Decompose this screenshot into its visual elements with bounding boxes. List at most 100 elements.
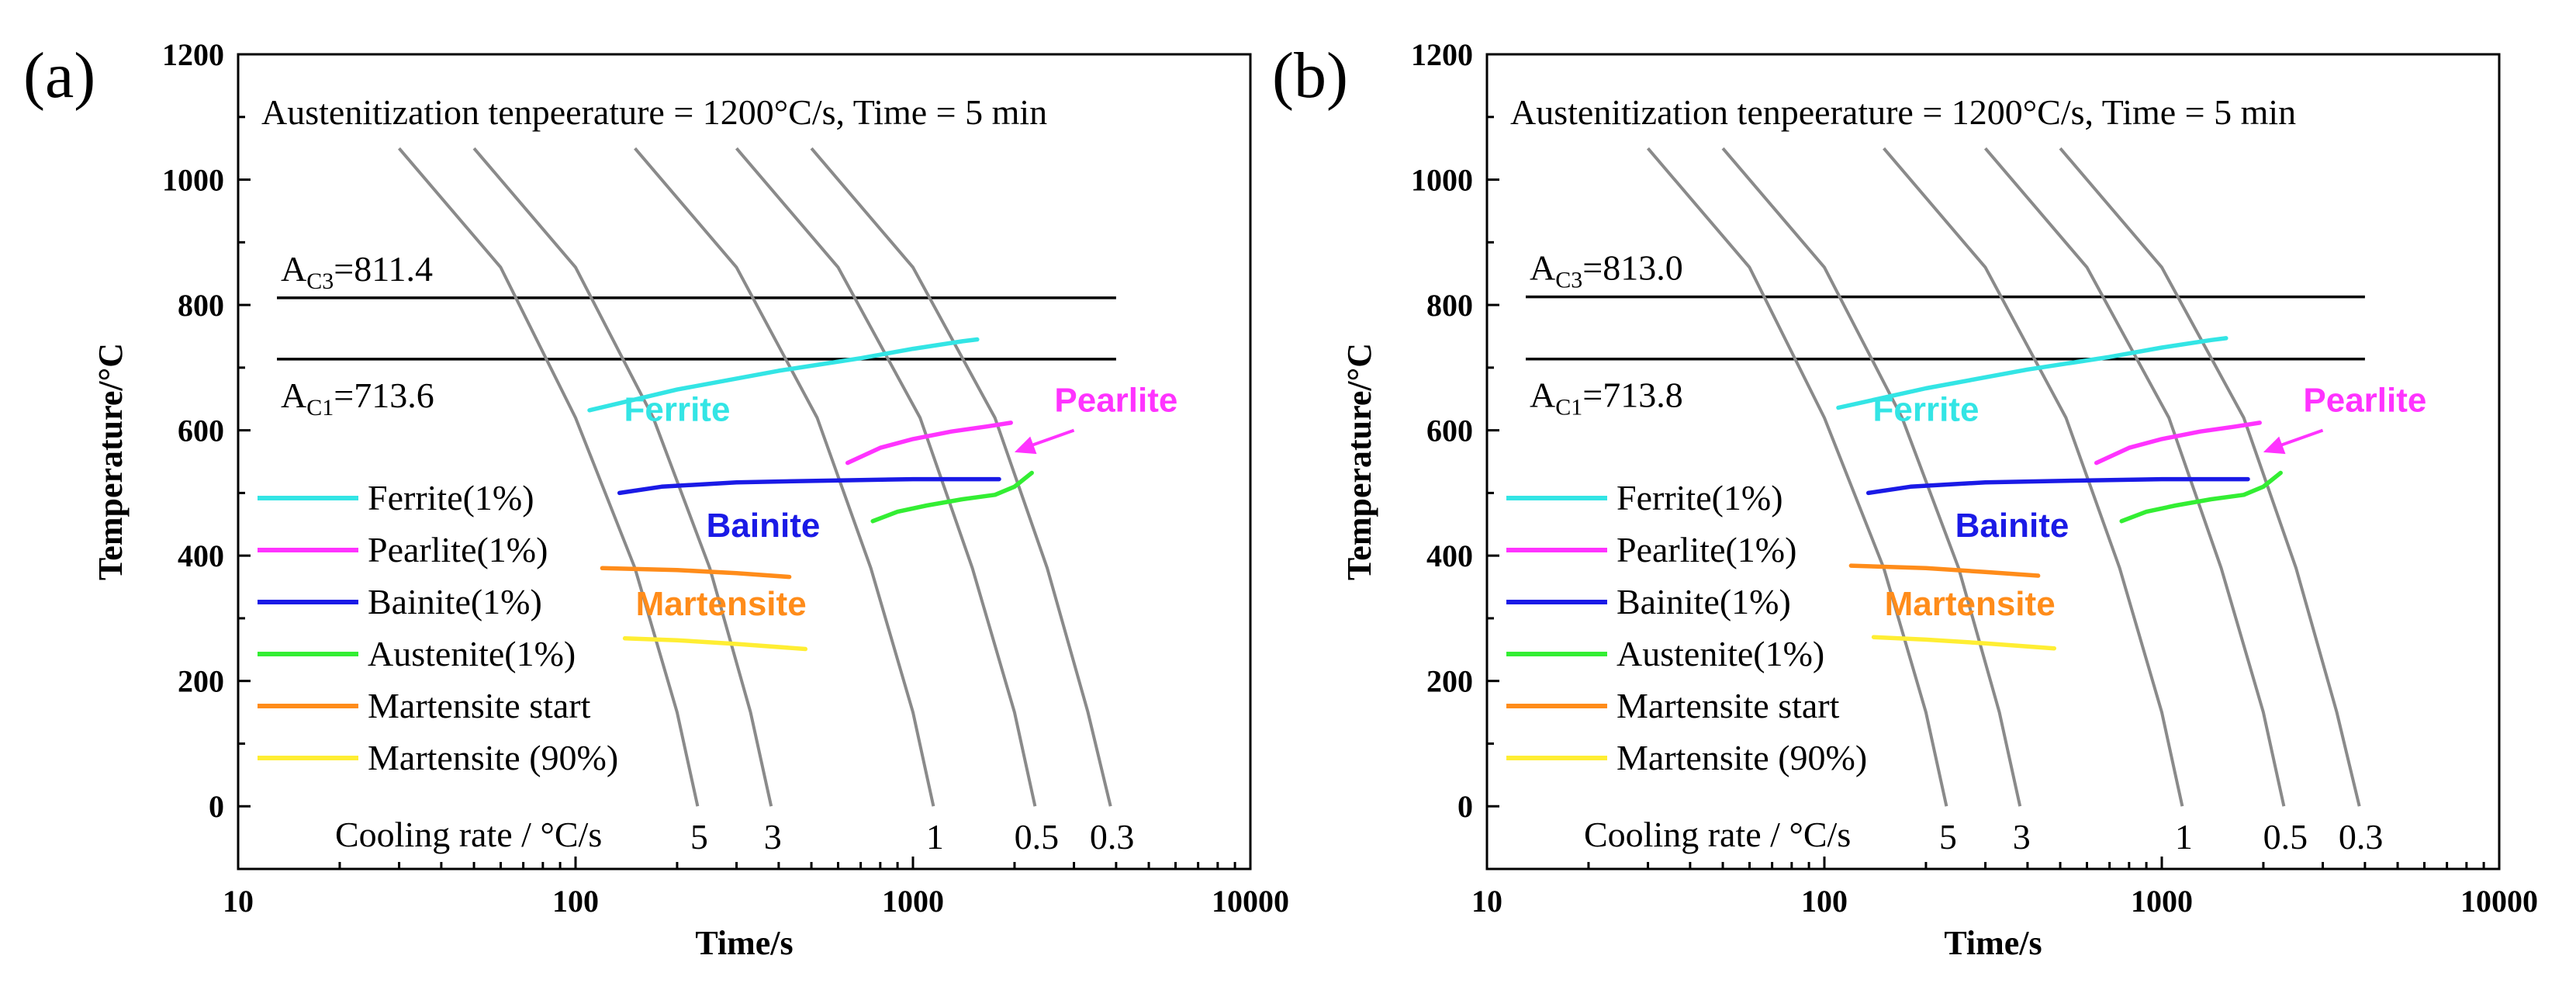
chart-title: Austenitization tenpeeraturе = 1200°C/s,… (261, 92, 1047, 132)
legend-entry-1: Pearlite(1%) (1616, 530, 1796, 569)
cooling-rate-title: Cooling rate / °C/s (335, 815, 602, 854)
y-tick-label: 200 (1426, 664, 1473, 699)
legend-entry-4: Martensite start (1616, 686, 1840, 725)
cooling-rate-label: 0.3 (1090, 817, 1135, 857)
y-tick-label: 600 (1426, 414, 1473, 448)
cooling-rate-label: 0.5 (2263, 817, 2308, 857)
ac1-main: A (1530, 376, 1555, 415)
phase-label-bainite: Bainite (707, 507, 821, 545)
legend-entry-1: Pearlite(1%) (368, 530, 548, 569)
ac3-label: AC3=813.0 (1530, 248, 1683, 293)
cooling-rate-label: 1 (2175, 817, 2193, 857)
cooling-rate-label: 1 (926, 817, 944, 857)
cooling-curve-0_3 (810, 147, 1112, 807)
cooling-rate-title: Cooling rate / °C/s (1584, 815, 1851, 854)
x-tick-label: 100 (1801, 884, 1848, 919)
chart-panel-b: (b) 10 100 1000 10000 0 200 400 600 800 1000 1200 Ti… (1272, 37, 2538, 962)
plot-frame (237, 53, 1252, 871)
pearlite-arrow-head (2263, 436, 2286, 455)
chart-panel-a: (a) 10 100 1000 10000 0 200 400 600 800 1000 1200 Ti… (23, 37, 1289, 962)
legend-entry-5: Martensite (90%) (368, 738, 618, 777)
panel-label: (b) (1272, 40, 1348, 112)
cooling-curve-0_5 (735, 147, 1037, 807)
ac3-value: =813.0 (1582, 248, 1682, 288)
ac3-value: =811.4 (334, 249, 433, 289)
phase-label-pearlite: Pearlite (1054, 381, 1177, 419)
x-tick-label: 1000 (882, 884, 944, 919)
cooling-curve-0_3 (2059, 147, 2361, 807)
legend-entry-5: Martensite (90%) (1616, 738, 1867, 777)
ac1-sub: C1 (1555, 395, 1582, 421)
legend: Ferrite(1%) Pearlite(1%) Bainite(1%) Austen… (258, 478, 618, 777)
legend-entry-2: Bainite(1%) (368, 582, 542, 621)
ac3-main: A (281, 249, 306, 289)
ac3-label: AC3=811.4 (281, 249, 433, 294)
cooling-curve-1 (1883, 147, 2184, 807)
legend: Ferrite(1%) Pearlite(1%) Bainite(1%) Austen… (1506, 478, 1867, 777)
y-tick-label: 800 (178, 288, 224, 323)
chart-title: Austenitization tenpeeraturе = 1200°C/s,… (1510, 92, 2296, 132)
y-tick-label: 600 (178, 414, 224, 448)
x-tick-label: 10000 (1212, 884, 1289, 919)
ac3-sub: C3 (1555, 268, 1582, 293)
legend-entry-2: Bainite(1%) (1616, 582, 1791, 621)
legend-entry-0: Ferrite(1%) (368, 478, 534, 517)
y-tick-label: 800 (1426, 288, 1473, 323)
series-line-1 (2094, 421, 2262, 466)
legend-entry-4: Martensite start (368, 686, 591, 725)
phase-label-ferrite: Ferrite (1872, 391, 1979, 429)
pearlite-arrow-shaft (2273, 428, 2324, 449)
cooling-curve-5 (397, 147, 700, 807)
cooling-curve-5 (1646, 147, 1948, 807)
ac1-main: A (281, 376, 306, 415)
cooling-rate-label: 5 (690, 817, 708, 857)
x-tick-label: 10 (1471, 884, 1502, 919)
ac1-label: AC1=713.8 (1530, 376, 1683, 421)
y-axis-title: Temperature/°C (1340, 343, 1378, 580)
ac3-main: A (1530, 248, 1555, 288)
series-line-3 (2119, 470, 2283, 524)
cooling-curve-1 (634, 147, 935, 807)
cooling-rate-label: 3 (2013, 817, 2031, 857)
legend-entry-3: Austenite(1%) (368, 634, 576, 673)
series-line-0 (587, 337, 980, 413)
cooling-rate-label: 5 (1939, 817, 1957, 857)
series-line-2 (617, 476, 1001, 496)
x-tick-label: 1000 (2131, 884, 2193, 919)
y-tick-label: 400 (1426, 538, 1473, 573)
ac1-value: =713.8 (1582, 376, 1682, 415)
series-line-2 (1865, 476, 2250, 496)
cooling-rate-label: 3 (764, 817, 782, 857)
cooling-rate-label: 0.5 (1015, 817, 1060, 857)
ac1-value: =713.6 (334, 376, 434, 415)
series-line-1 (845, 421, 1013, 466)
x-axis-title: Time/s (1944, 924, 2042, 962)
x-tick-label: 10 (223, 884, 254, 919)
y-tick-label: 400 (178, 538, 224, 573)
panel-label: (a) (23, 40, 95, 112)
legend-entry-3: Austenite(1%) (1616, 634, 1824, 673)
phase-label-martensite: Martensite (1885, 585, 2056, 623)
series-line-3 (870, 470, 1034, 524)
ac1-sub: C1 (306, 395, 334, 421)
pearlite-arrow-shaft (1025, 428, 1075, 449)
y-tick-label: 200 (178, 664, 224, 699)
ac3-sub: C3 (306, 268, 334, 294)
cooling-curve-0_5 (1983, 147, 2286, 807)
series-line-5 (1871, 635, 2057, 651)
pearlite-arrow-head (1014, 436, 1037, 455)
y-tick-label: 1200 (162, 37, 224, 72)
cooling-curve-3 (1721, 147, 2022, 807)
plot-frame (1485, 53, 2501, 871)
x-axis-title: Time/s (695, 924, 793, 962)
y-tick-label: 0 (209, 789, 224, 824)
y-tick-label: 1000 (1411, 163, 1473, 198)
series-line-4 (600, 566, 792, 580)
phase-label-martensite: Martensite (636, 585, 807, 623)
series-line-0 (1836, 336, 2228, 410)
y-axis-title: Temperature/°C (92, 343, 130, 580)
ac1-label: AC1=713.6 (281, 376, 434, 421)
cooling-curve-3 (472, 147, 773, 807)
legend-entry-0: Ferrite(1%) (1616, 478, 1783, 517)
